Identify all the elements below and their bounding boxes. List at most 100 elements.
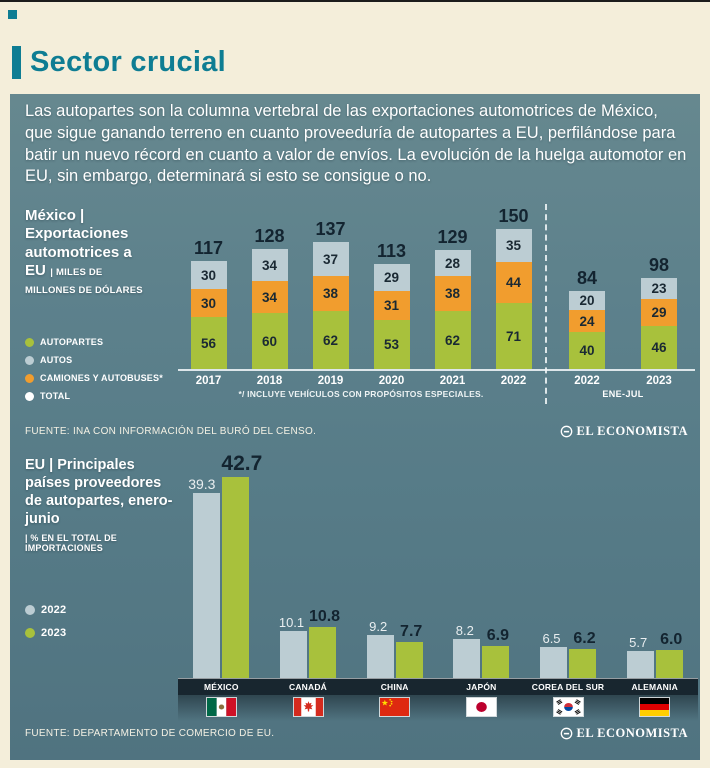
axis-year-label: 2019 — [317, 375, 344, 387]
chart1-source-row: FUENTE: INA CON INFORMACIÓN DEL BURÓ DEL… — [25, 424, 688, 439]
country-label: CANADÁ — [288, 682, 328, 692]
chart1-column-2019: 137 37 38 62 — [300, 219, 361, 369]
value-label-2022: 10.1 — [278, 615, 305, 630]
chart2-group-corea-del-sur: 6.5 6.2 — [525, 630, 612, 678]
legend-label: AUTOPARTES — [40, 337, 104, 347]
axis-year-label: 2018 — [256, 375, 283, 387]
chart1-column-2021: 129 28 38 62 — [422, 227, 483, 369]
chart2-bars-row: 39.3 42.7 10.1 10.8 9.2 7.7 8.2 6.9 6.5 6.2 5.7 6.0 — [178, 452, 698, 678]
legend-label: 2022 — [41, 604, 67, 616]
corner-accent-square — [8, 10, 17, 19]
chart2-group-china: 9.2 7.7 — [351, 619, 438, 678]
flag-china-icon — [379, 697, 411, 717]
legend-label: TOTAL — [40, 391, 71, 401]
value-label-2022: 39.3 — [188, 476, 216, 492]
title-accent-bar — [12, 46, 21, 79]
segment-camiones-y-autobuses: 38 — [312, 276, 349, 311]
chart2-group-alemania: 5.7 6.0 — [611, 631, 698, 678]
segment-autopartes: 56 — [190, 317, 227, 369]
brand-text: EL ECONOMISTA — [576, 424, 688, 438]
legend-swatch-icon — [25, 391, 34, 401]
chart1-notes-row: */ INCLUYE VEHÍCULOS CON PROPÓSITOS ESPE… — [178, 389, 695, 404]
bar-column-2023: 7.7 — [395, 623, 423, 678]
chart2-group-m-xico: 39.3 42.7 — [178, 452, 265, 678]
total-value-label: 128 — [254, 226, 285, 246]
legend-item-total: TOTAL — [25, 391, 163, 401]
chart1-baseline — [178, 369, 695, 371]
stacked-bar: 23 29 46 — [641, 278, 677, 369]
legend-label: AUTOS — [40, 355, 73, 365]
bar-column-2023: 42.7 — [221, 452, 262, 678]
segment-autos: 30 — [190, 261, 227, 289]
axis-year-label: 2017 — [195, 375, 222, 387]
flag-cell — [525, 695, 612, 721]
bar-column-2022: 10.1 — [278, 615, 307, 678]
chart2-source-row: FUENTE: DEPARTAMENTO DE COMERCIO DE EU. … — [25, 726, 688, 741]
bar-2022 — [280, 631, 307, 678]
country-label: ALEMANIA — [631, 682, 678, 692]
segment-autopartes: 62 — [434, 311, 471, 369]
axis-year-label: 2022 — [500, 375, 527, 387]
segment-camiones-y-autobuses: 38 — [434, 276, 471, 311]
chart2-group-jap-n: 8.2 6.9 — [438, 623, 525, 678]
el-economista-icon — [560, 425, 572, 438]
total-value-label: 129 — [437, 227, 468, 247]
stacked-bar: 28 38 62 — [434, 250, 471, 369]
bar-2022 — [453, 639, 481, 678]
segment-autos: 35 — [495, 229, 532, 262]
brand-text: EL ECONOMISTA — [576, 726, 688, 740]
legend-label: CAMIONES Y AUTOBUSES* — [40, 373, 163, 383]
bar-column-2023: 6.2 — [569, 630, 597, 678]
axis-year-label: 2022 — [574, 375, 600, 387]
flag-cell — [438, 695, 525, 721]
stacked-bar: 29 31 53 — [373, 264, 410, 369]
bar-column-2023: 6.0 — [655, 631, 683, 678]
masthead: Sector crucial — [12, 46, 226, 79]
stacked-bar: 34 34 60 — [251, 249, 288, 369]
segment-autopartes: 40 — [569, 332, 605, 369]
legend-swatch-icon — [25, 373, 34, 383]
value-label-2023: 10.8 — [308, 608, 341, 625]
bar-2022 — [193, 493, 221, 678]
legend-label: 2023 — [41, 627, 67, 639]
segment-autopartes: 53 — [373, 320, 410, 369]
flag-cell — [351, 695, 438, 721]
segment-autos: 20 — [569, 291, 605, 310]
segment-autopartes: 46 — [641, 326, 677, 369]
chart1-source: FUENTE: INA CON INFORMACIÓN DEL BURÓ DEL… — [25, 426, 317, 437]
value-label-2022: 8.2 — [455, 623, 474, 638]
legend-item-2022: 2022 — [25, 604, 66, 616]
total-value-label: 84 — [576, 268, 598, 288]
segment-autos: 37 — [312, 242, 349, 276]
main-panel: Las autopartes son la columna vertebral … — [10, 94, 700, 760]
bar-column-2022: 8.2 — [453, 623, 481, 678]
bar-2023 — [655, 650, 683, 678]
chart1-column-2023-enejul: 98 23 29 46 — [623, 255, 695, 369]
stacked-bar: 30 30 56 — [190, 261, 227, 369]
bar-2023 — [569, 649, 597, 678]
legend-swatch-icon — [25, 628, 35, 638]
chart2-unit-label: | % EN EL TOTAL DE IMPORTACIONES — [25, 532, 117, 553]
bar-2023 — [482, 646, 510, 678]
bar-column-2022: 5.7 — [626, 635, 654, 678]
total-value-label: 137 — [315, 219, 346, 239]
total-value-label: 150 — [498, 206, 529, 226]
country-label: JAPÓN — [466, 682, 497, 692]
page-title: Sector crucial — [30, 46, 227, 78]
flag-cell — [611, 695, 698, 721]
chart1-axis-row: 2017 2018 2019 2020 2021 2022 2022 2023 — [178, 371, 695, 387]
bar-2022 — [366, 635, 394, 678]
legend-swatch-icon — [25, 355, 34, 365]
el-economista-logo: EL ECONOMISTA — [560, 424, 689, 439]
bar-2023 — [309, 627, 336, 678]
country-label: MÉXICO — [203, 682, 239, 692]
bar-2022 — [540, 647, 568, 678]
segment-autos: 28 — [434, 250, 471, 276]
segment-autos: 29 — [373, 264, 410, 291]
segment-autos: 34 — [251, 249, 288, 281]
el-economista-icon — [560, 727, 572, 740]
flag-m-xico-icon — [205, 697, 237, 717]
chart1-column-2018: 128 34 34 60 — [239, 226, 300, 369]
chart1-column-2022-enejul: 84 20 24 40 — [551, 268, 623, 369]
